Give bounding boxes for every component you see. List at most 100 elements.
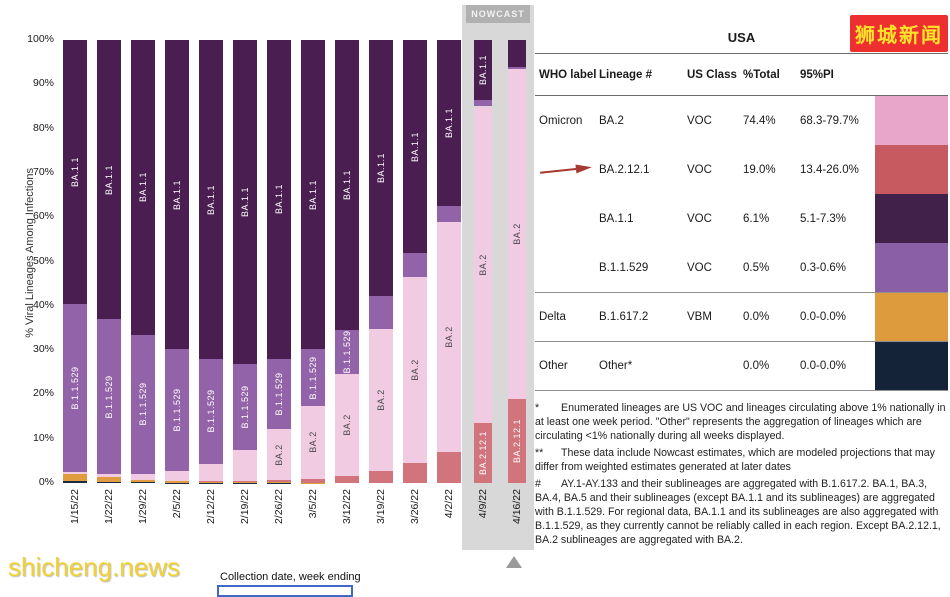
- cell-who-label: Delta: [535, 293, 599, 341]
- bar-segment-ba-2-3-12-22: BA.2: [335, 374, 359, 476]
- bar-segment-label: BA.1.1: [70, 157, 80, 187]
- bar-segment-ba-2-1-15-22: [63, 472, 87, 474]
- bar-segment-b-1-1-529-2-19-22: B.1.1.529: [233, 364, 257, 450]
- x-date-label-1-22-22: 1/22/22: [103, 489, 115, 524]
- y-tick-label-90: 90%: [8, 77, 54, 89]
- cell-total: 0.0%: [743, 342, 800, 390]
- site-watermark-badge: 狮城新闻: [850, 15, 948, 52]
- stacked-bar-chart: NOWCAST % Viral Lineages Among Infection…: [0, 0, 534, 592]
- bar-segment-ba-1-1-1-15-22: BA.1.1: [63, 40, 87, 304]
- bar-segment-ba-1-1-4-2-22: BA.1.1: [437, 40, 461, 206]
- bar-segment-b-1-1-529-4-9-22: [474, 100, 492, 107]
- cell-us-class: VOC: [687, 96, 743, 145]
- bar-segment-ba-1-1-4-16-22: [508, 40, 526, 67]
- bar-segment-ba-2-4-9-22: BA.2: [474, 107, 492, 424]
- legend-swatch-b-1-617-2: [875, 293, 948, 341]
- x-date-label-4-9-22: 4/9/22: [477, 489, 489, 518]
- bar-segment-label: BA.1.1: [104, 165, 114, 195]
- cell-who-label: [535, 145, 599, 194]
- x-date-label-2-5-22: 2/5/22: [171, 489, 183, 518]
- bar-segment-label: BA.1.1: [172, 180, 182, 210]
- bar-segment-ba-1-1-3-26-22: BA.1.1: [403, 40, 427, 253]
- header-lineage: Lineage #: [599, 69, 687, 81]
- cell-95pi: 13.4-26.0%: [800, 145, 875, 194]
- y-tick-label-40: 40%: [8, 299, 54, 311]
- bar-segment-label: BA.2: [308, 432, 318, 454]
- bar-segment-ba-2-3-19-22: BA.2: [369, 329, 393, 471]
- footnotes-block: *Enumerated lineages are US VOC and line…: [535, 402, 947, 551]
- cell-total: 19.0%: [743, 145, 800, 194]
- legend-swatch-b-1-1-529: [875, 243, 948, 292]
- y-tick-label-30: 30%: [8, 343, 54, 355]
- legend-swatch-ba-2-12-1: [875, 145, 948, 194]
- x-date-label-3-26-22: 3/26/22: [409, 489, 421, 524]
- bar-segment-ba-2-12-1-4-2-22: [437, 452, 461, 483]
- bar-segment-label: BA.1.1: [478, 55, 488, 85]
- bar-segment-b-1-1-529-1-15-22: B.1.1.529: [63, 304, 87, 472]
- cell-total: 0.5%: [743, 243, 800, 292]
- cell-95pi: 0.0-0.0%: [800, 342, 875, 390]
- cell-lineage: BA.1.1: [599, 194, 687, 243]
- bar-segment-b-1-1-529-4-16-22: [508, 67, 526, 69]
- footnote-star: *Enumerated lineages are US VOC and line…: [535, 402, 947, 444]
- bar-segment-b-1-1-529-4-2-22: [437, 206, 461, 222]
- y-tick-label-0: 0%: [8, 476, 54, 488]
- bar-segment-ba-2-1-22-22: [97, 474, 121, 477]
- cell-95pi: 0.0-0.0%: [800, 293, 875, 341]
- cell-who-label: Omicron: [535, 96, 599, 145]
- bar-segment-other-1-15-22: [63, 481, 87, 483]
- bar-segment-label: B.1.1.529: [274, 372, 284, 415]
- red-arrow-icon: [538, 159, 593, 181]
- bar-segment-b-1-1-529-2-12-22: B.1.1.529: [199, 359, 223, 463]
- bar-segment-ba-2-2-26-22: BA.2: [267, 429, 291, 480]
- legend-swatch-other: [875, 342, 948, 390]
- bar-segment-label: B.1.1.529: [70, 367, 80, 410]
- bar-segment-ba-2-12-1-3-5-22: [301, 479, 325, 483]
- bar-segment-ba-2-4-2-22: BA.2: [437, 222, 461, 452]
- cell-us-class: VOC: [687, 145, 743, 194]
- cell-us-class: VOC: [687, 194, 743, 243]
- bar-segment-label: BA.1.1: [342, 170, 352, 200]
- bar-segment-label: BA.1.1: [240, 187, 250, 217]
- bar-segment-other-1-22-22: [97, 482, 121, 483]
- y-tick-label-100: 100%: [8, 33, 54, 45]
- y-tick-label-80: 80%: [8, 122, 54, 134]
- cell-us-class: [687, 342, 743, 390]
- bar-segment-label: BA.1.1: [376, 153, 386, 183]
- cell-lineage: BA.2.12.1: [599, 145, 687, 194]
- bar-segment-label: BA.2: [274, 444, 284, 466]
- bar-segment-b-1-1-529-2-5-22: B.1.1.529: [165, 349, 189, 471]
- x-date-label-2-12-22: 2/12/22: [205, 489, 217, 524]
- bar-segment-label: BA.2: [444, 326, 454, 348]
- bar-segment-b-1-1-529-3-19-22: [369, 296, 393, 329]
- bar-segment-ba-2-2-12-22: [199, 464, 223, 482]
- x-date-label-1-15-22: 1/15/22: [69, 489, 81, 524]
- bar-segment-ba-1-1-3-19-22: BA.1.1: [369, 40, 393, 296]
- y-tick-label-20: 20%: [8, 387, 54, 399]
- bar-segment-delta-1-15-22: [63, 474, 87, 481]
- cell-lineage: B.1.1.529: [599, 243, 687, 292]
- bar-segment-ba-1-1-4-9-22: BA.1.1: [474, 40, 492, 100]
- bar-segment-ba-1-1-2-26-22: BA.1.1: [267, 40, 291, 359]
- bar-segment-label: BA.2: [512, 223, 522, 245]
- x-axis-title: Collection date, week ending: [220, 571, 361, 583]
- bar-segment-label: BA.1.1: [308, 180, 318, 210]
- x-date-label-4-2-22: 4/2/22: [443, 489, 455, 518]
- footnote-marker: #: [535, 478, 561, 492]
- bar-segment-b-1-1-529-3-12-22: B.1.1.529: [335, 330, 359, 374]
- header-total: %Total: [743, 69, 800, 81]
- bar-segment-b-1-1-529-3-5-22: B.1.1.529: [301, 349, 325, 406]
- bar-segment-ba-2-1-29-22: [131, 474, 155, 479]
- cell-who-label: Other: [535, 342, 599, 390]
- bar-segment-delta-2-12-22: [199, 482, 223, 483]
- site-url-watermark: shicheng.news: [8, 552, 180, 583]
- bar-segment-ba-1-1-3-5-22: BA.1.1: [301, 40, 325, 349]
- cell-total: 0.0%: [743, 293, 800, 341]
- x-date-label-2-19-22: 2/19/22: [239, 489, 251, 524]
- bar-segment-ba-2-12-1-4-16-22: BA.2.12.1: [508, 399, 526, 483]
